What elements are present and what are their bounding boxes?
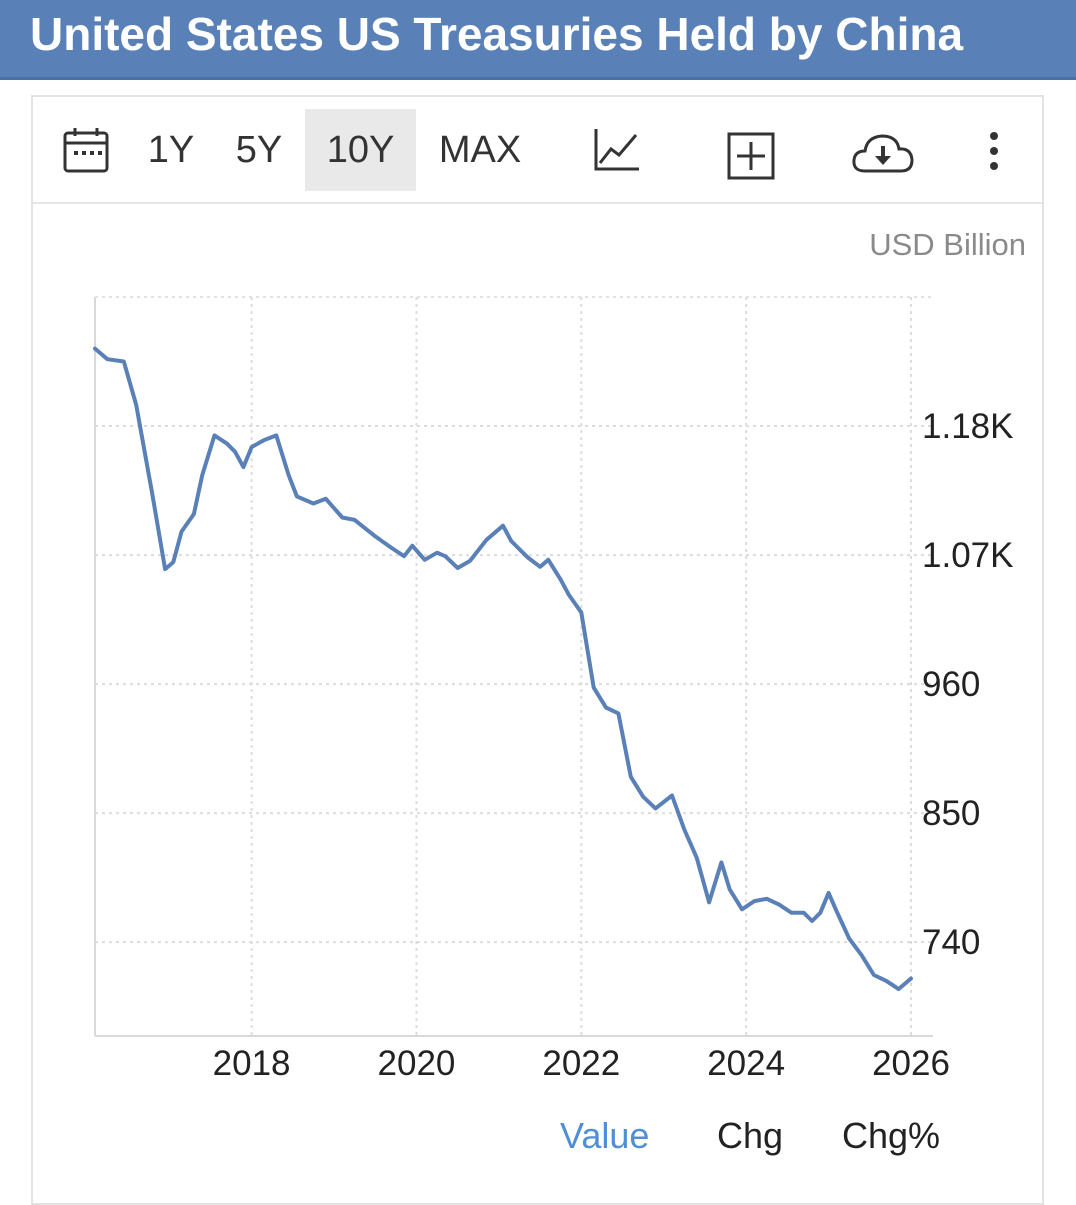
more-vertical-icon[interactable] bbox=[987, 131, 1001, 171]
range-10y-button[interactable]: 10Y bbox=[305, 109, 416, 191]
x-tick-label: 2024 bbox=[707, 1044, 785, 1083]
x-tick-label: 2026 bbox=[872, 1044, 950, 1083]
unit-label: USD Billion bbox=[869, 227, 1026, 262]
y-tick-label: 740 bbox=[922, 923, 980, 962]
range-max-button[interactable]: MAX bbox=[438, 129, 522, 171]
series-line bbox=[93, 346, 913, 992]
range-5y-button[interactable]: 5Y bbox=[235, 129, 283, 171]
add-icon[interactable] bbox=[727, 132, 775, 180]
y-tick-label: 960 bbox=[922, 665, 980, 704]
page-title: United States US Treasuries Held by Chin… bbox=[0, 0, 1076, 80]
line-chart: 1.18K 1.07K 960 850 740 2018 2020 2022 2024 2026 bbox=[93, 296, 1013, 1083]
calendar-icon[interactable] bbox=[63, 127, 109, 173]
y-tick-label: 1.07K bbox=[922, 536, 1013, 575]
chart-card: 1Y 5Y 10Y MAX USD Billion 1.18K 1.07K 960 8… bbox=[31, 95, 1044, 1205]
y-tick-label: 1.18K bbox=[922, 407, 1013, 446]
download-cloud-icon[interactable] bbox=[851, 131, 915, 175]
chart-toolbar: 1Y 5Y 10Y MAX bbox=[33, 97, 1042, 204]
x-tick-label: 2018 bbox=[213, 1044, 291, 1083]
value-tab[interactable]: Value bbox=[560, 1115, 650, 1156]
line-chart-icon[interactable] bbox=[593, 127, 641, 173]
chg-tab[interactable]: Chg bbox=[717, 1115, 784, 1156]
x-tick-label: 2022 bbox=[542, 1044, 620, 1083]
y-tick-label: 850 bbox=[922, 794, 980, 833]
range-1y-button[interactable]: 1Y bbox=[147, 129, 195, 171]
x-tick-label: 2020 bbox=[378, 1044, 456, 1083]
chg-percent-tab[interactable]: Chg% bbox=[842, 1115, 941, 1156]
